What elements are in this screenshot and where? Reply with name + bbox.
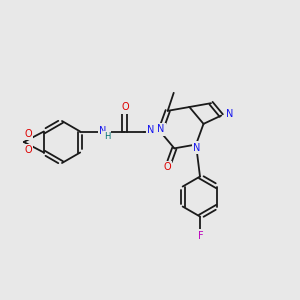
Text: N: N bbox=[158, 124, 165, 134]
Text: O: O bbox=[122, 103, 129, 112]
Text: H: H bbox=[104, 132, 110, 141]
Text: F: F bbox=[198, 230, 204, 241]
Text: N: N bbox=[226, 109, 233, 118]
Text: O: O bbox=[164, 162, 171, 172]
Text: N: N bbox=[193, 142, 201, 152]
Text: O: O bbox=[24, 129, 32, 139]
Text: N: N bbox=[100, 127, 107, 136]
Text: N: N bbox=[148, 124, 155, 134]
Text: O: O bbox=[24, 145, 32, 155]
